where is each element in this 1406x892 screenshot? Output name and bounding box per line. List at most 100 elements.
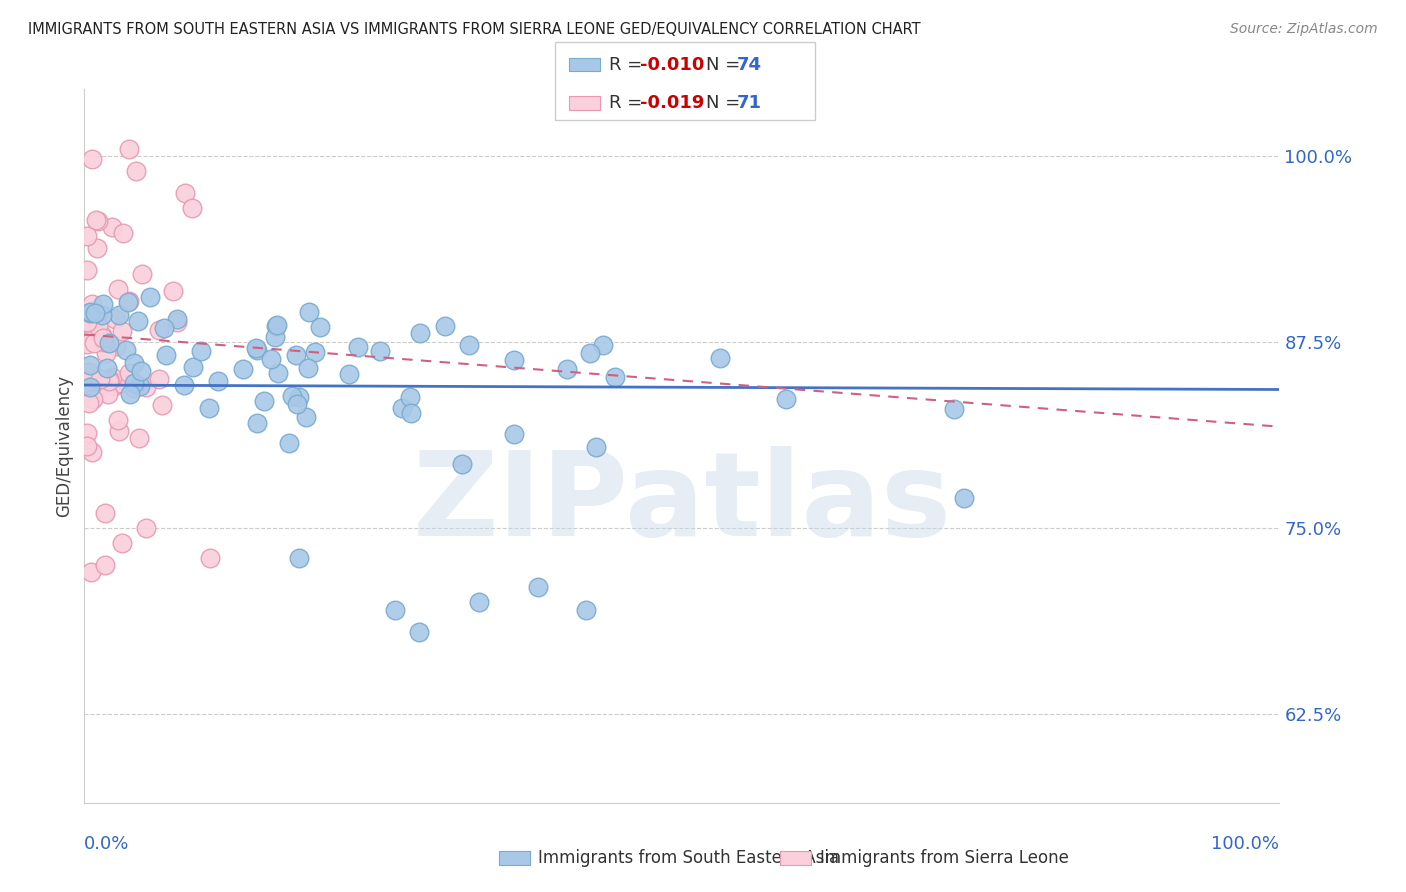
Point <box>122 376 145 390</box>
Point <box>150 398 173 412</box>
Point <box>139 290 162 304</box>
Point <box>166 315 188 329</box>
Point <box>295 410 318 425</box>
Point <box>304 345 326 359</box>
Point <box>86 241 108 255</box>
Point <box>401 405 423 419</box>
Point <box>281 389 304 403</box>
Point <box>384 602 406 616</box>
Text: 74: 74 <box>737 55 762 74</box>
Text: -0.010: -0.010 <box>640 55 704 74</box>
Point <box>76 315 98 329</box>
Text: ZIPatlas: ZIPatlas <box>412 446 952 560</box>
Point <box>76 324 98 338</box>
Point <box>166 311 188 326</box>
Text: -0.019: -0.019 <box>640 95 704 112</box>
Point <box>260 352 283 367</box>
Text: N =: N = <box>706 55 745 74</box>
Point <box>190 344 212 359</box>
Point <box>117 366 139 380</box>
Point <box>111 226 134 240</box>
Point <box>82 445 104 459</box>
Point <box>148 372 170 386</box>
Point <box>91 328 114 343</box>
Point <box>127 314 149 328</box>
Point <box>94 506 117 520</box>
Point <box>245 342 267 356</box>
Point <box>77 365 100 379</box>
Point <box>198 550 221 565</box>
Point <box>79 380 101 394</box>
Point <box>82 392 104 406</box>
Point <box>93 558 115 572</box>
Point <box>93 335 115 350</box>
Point <box>555 362 578 376</box>
Point <box>125 164 148 178</box>
Point <box>579 346 602 360</box>
Point <box>114 343 136 357</box>
Text: R =: R = <box>609 55 648 74</box>
Point <box>162 284 184 298</box>
Point <box>278 436 301 450</box>
Point <box>451 457 474 471</box>
Point <box>96 360 118 375</box>
Point <box>128 431 150 445</box>
Point <box>103 379 125 393</box>
Point <box>82 382 104 396</box>
Point <box>82 152 104 166</box>
Point <box>107 308 129 322</box>
Point <box>83 305 105 319</box>
Point <box>709 351 731 365</box>
Point <box>77 396 100 410</box>
Point <box>118 386 141 401</box>
Point <box>409 326 432 341</box>
Point <box>76 384 98 399</box>
Point <box>246 343 269 357</box>
Point <box>391 401 413 416</box>
Point <box>347 340 370 354</box>
Point <box>135 521 157 535</box>
Point <box>266 318 288 333</box>
Point <box>253 394 276 409</box>
Text: Immigrants from Sierra Leone: Immigrants from Sierra Leone <box>820 849 1069 867</box>
Point <box>288 550 311 565</box>
Point <box>87 377 110 392</box>
Point <box>309 320 332 334</box>
Text: R =: R = <box>609 95 648 112</box>
Point <box>128 379 150 393</box>
Point <box>152 321 174 335</box>
Point <box>80 566 103 580</box>
Point <box>94 346 117 360</box>
Point <box>433 319 456 334</box>
Point <box>110 324 132 338</box>
Point <box>118 293 141 308</box>
Point <box>84 213 107 227</box>
Point <box>943 402 966 417</box>
Point <box>108 376 131 390</box>
Point <box>155 348 177 362</box>
Point <box>198 401 221 415</box>
Point <box>117 295 139 310</box>
Point <box>181 359 204 374</box>
Point <box>246 416 269 430</box>
Point <box>101 370 124 384</box>
Point <box>98 372 121 386</box>
Point <box>118 142 141 156</box>
Point <box>458 338 481 352</box>
Point <box>76 229 98 244</box>
Point <box>107 282 129 296</box>
Point <box>266 319 288 334</box>
Point <box>97 336 120 351</box>
Point <box>84 310 107 325</box>
Point <box>91 331 114 345</box>
Text: 100.0%: 100.0% <box>1212 835 1279 853</box>
Point <box>108 424 131 438</box>
Point <box>76 439 98 453</box>
Point <box>285 396 308 410</box>
Point <box>89 372 111 386</box>
Point <box>77 378 100 392</box>
Point <box>91 297 114 311</box>
Point <box>232 361 254 376</box>
Text: 71: 71 <box>737 95 762 112</box>
Text: N =: N = <box>706 95 745 112</box>
